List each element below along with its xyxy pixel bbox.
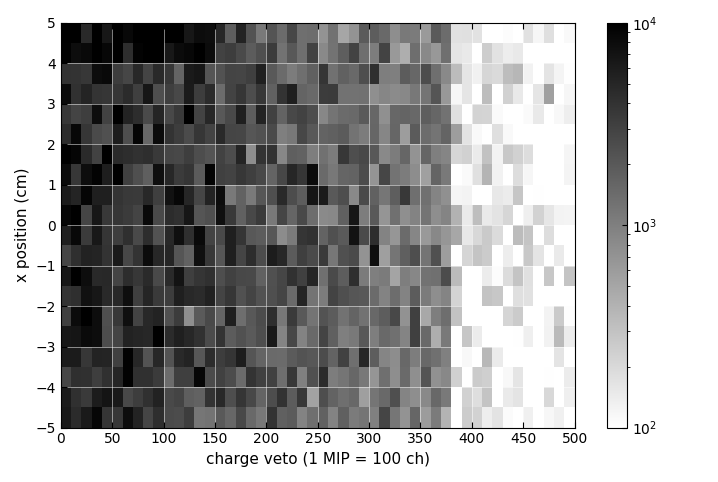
Y-axis label: x position (cm): x position (cm) — [15, 168, 30, 282]
X-axis label: charge veto (1 MIP = 100 ch): charge veto (1 MIP = 100 ch) — [206, 452, 430, 467]
